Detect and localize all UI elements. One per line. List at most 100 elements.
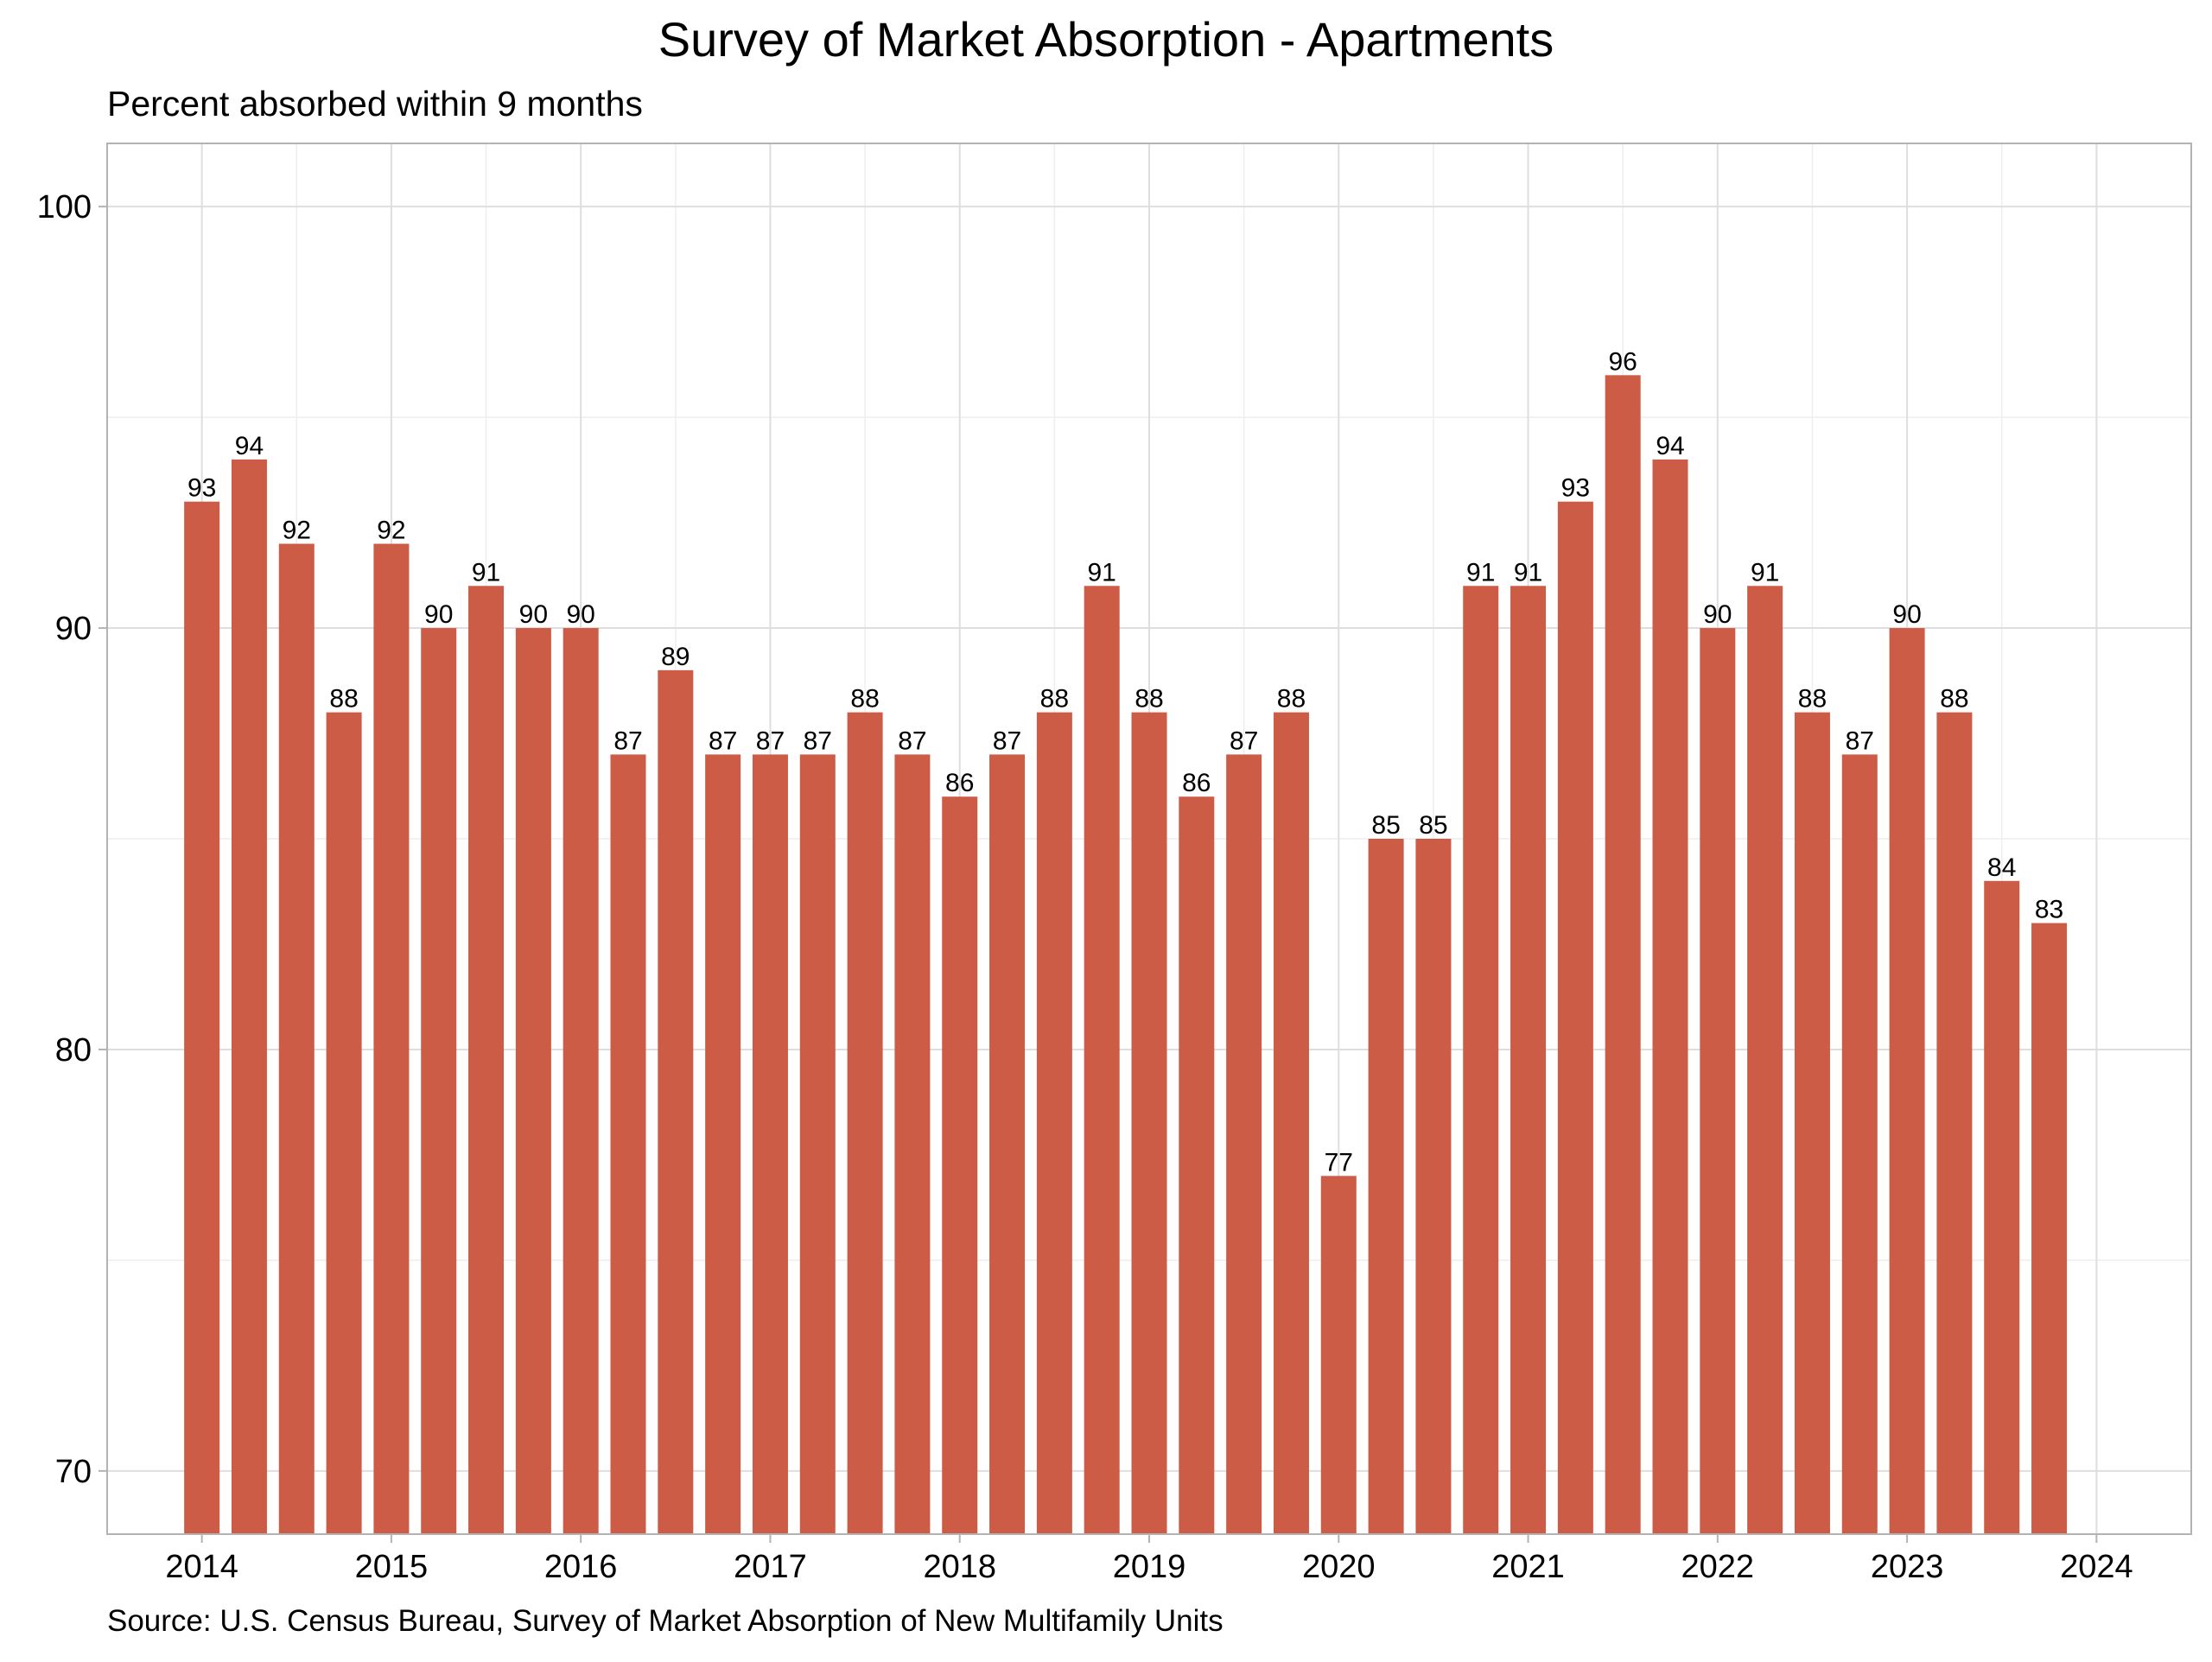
bar [989, 754, 1026, 1534]
bar-data-label: 87 [709, 726, 737, 755]
chart-title: Survey of Market Absorption - Apartments [658, 12, 1554, 67]
y-tick-label: 90 [55, 611, 92, 647]
bar-data-label: 84 [1987, 853, 2016, 882]
bar-series [184, 375, 2068, 1535]
bar [1463, 586, 1499, 1534]
bar [184, 501, 220, 1534]
bar [894, 754, 931, 1534]
bar-data-label: 87 [756, 726, 785, 755]
bar [1510, 586, 1547, 1534]
bar-data-label: 86 [1182, 769, 1211, 797]
bar [468, 586, 505, 1534]
bar-data-label: 87 [1230, 726, 1258, 755]
bar-data-label: 87 [993, 726, 1021, 755]
bar [231, 459, 267, 1534]
bar [1984, 880, 2020, 1534]
bar-data-label: 90 [424, 600, 453, 629]
bar [1889, 628, 1925, 1535]
x-tick-label: 2024 [2060, 1549, 2133, 1585]
bar [1273, 712, 1309, 1534]
bar [1131, 712, 1167, 1534]
bar [373, 543, 410, 1534]
chart-caption: Source: U.S. Census Bureau, Survey of Ma… [107, 1604, 1224, 1638]
bar-data-label: 90 [1703, 600, 1732, 629]
x-tick-label: 2021 [1491, 1549, 1565, 1585]
bar [421, 628, 457, 1535]
bar [705, 754, 741, 1534]
bar [799, 754, 836, 1534]
data-labels: 93 94 92 88 92 90 91 90 90 87 89 87 87 87 88 87 86 87 88 91… [188, 347, 2063, 1177]
bar [1652, 459, 1688, 1534]
bar [1226, 754, 1262, 1534]
bar-data-label: 88 [1040, 685, 1069, 714]
bar-data-label: 88 [1277, 685, 1306, 714]
bar [1700, 628, 1736, 1535]
bar-data-label: 91 [1514, 558, 1542, 587]
bar-data-label: 77 [1325, 1148, 1353, 1177]
bar [610, 754, 646, 1534]
bar-data-label: 92 [377, 516, 405, 544]
bar [1841, 754, 1878, 1534]
bar-data-label: 86 [945, 769, 974, 797]
bar [1415, 839, 1452, 1534]
y-tick-label: 80 [55, 1032, 92, 1069]
bar [847, 712, 883, 1534]
x-axis: 2014 2015 2016 2017 2018 2019 2020 2021 2022 2023… [165, 1534, 2133, 1585]
bar-data-label: 96 [1608, 347, 1637, 376]
bar-data-label: 89 [661, 643, 690, 671]
bar-data-label: 85 [1419, 811, 1447, 840]
bar-data-label: 93 [1561, 474, 1590, 503]
x-tick-label: 2020 [1302, 1549, 1376, 1585]
bar-data-label: 88 [1798, 685, 1827, 714]
bar [515, 628, 551, 1535]
bar-data-label: 92 [283, 516, 311, 544]
bar-data-label: 87 [613, 726, 642, 755]
bar-data-label: 83 [2035, 896, 2063, 924]
x-tick-label: 2019 [1113, 1549, 1186, 1585]
y-tick-label: 70 [55, 1454, 92, 1490]
x-tick-label: 2023 [1871, 1549, 1944, 1585]
bar [326, 712, 362, 1534]
bar-data-label: 91 [1751, 558, 1779, 587]
x-tick-label: 2015 [355, 1549, 429, 1585]
bar-data-label: 91 [1466, 558, 1495, 587]
bar [563, 628, 599, 1535]
bar-data-label: 87 [1846, 726, 1874, 755]
bar-data-label: 85 [1371, 811, 1400, 840]
bar [1794, 712, 1830, 1534]
bar [1747, 586, 1783, 1534]
x-tick-label: 2016 [544, 1549, 618, 1585]
x-tick-label: 2017 [734, 1549, 807, 1585]
bar [1036, 712, 1072, 1534]
y-axis: 70 80 90 100 [37, 189, 107, 1490]
bar-data-label: 87 [804, 726, 832, 755]
bar [1557, 501, 1593, 1534]
bar-data-label: 94 [1656, 432, 1684, 460]
bar-data-label: 88 [850, 685, 879, 714]
bar-data-label: 90 [1892, 600, 1921, 629]
bar [752, 754, 788, 1534]
bar [942, 796, 978, 1534]
bar [1368, 839, 1404, 1534]
bar-data-label: 87 [898, 726, 926, 755]
bar-data-label: 88 [1135, 685, 1163, 714]
bar [658, 669, 694, 1534]
bar [1084, 586, 1120, 1534]
bar-data-label: 88 [329, 685, 358, 714]
x-tick-label: 2022 [1681, 1549, 1755, 1585]
bar [1320, 1176, 1357, 1534]
bar-data-label: 90 [519, 600, 548, 629]
bar [2031, 923, 2068, 1534]
bar [278, 543, 315, 1534]
bar [1936, 712, 1973, 1534]
bar [1179, 796, 1215, 1534]
bar-data-label: 94 [235, 432, 264, 460]
x-tick-label: 2014 [165, 1549, 238, 1585]
bar [1605, 375, 1641, 1534]
bar-data-label: 93 [188, 474, 216, 503]
bar-data-label: 90 [566, 600, 594, 629]
bar-data-label: 88 [1940, 685, 1968, 714]
chart-subtitle: Percent absorbed within 9 months [107, 84, 643, 124]
x-tick-label: 2018 [923, 1549, 996, 1585]
